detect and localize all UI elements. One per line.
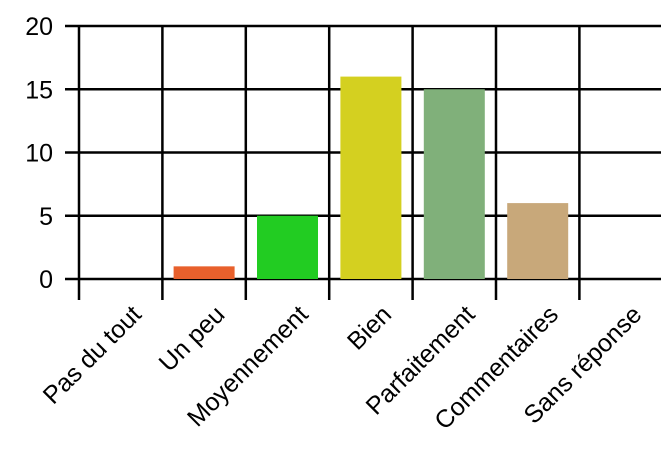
bar-5 xyxy=(507,203,569,279)
bar-1 xyxy=(173,266,235,279)
bar-4 xyxy=(423,89,485,279)
bar-3 xyxy=(340,76,402,279)
x-tick-label: Bien xyxy=(342,300,397,355)
y-tick-label: 0 xyxy=(39,266,53,294)
bars xyxy=(173,76,569,279)
y-axis-ticks: 0 5 10 15 20 xyxy=(25,13,53,294)
y-tick-label: 10 xyxy=(25,140,53,168)
y-tick-label: 20 xyxy=(25,13,53,41)
grid xyxy=(65,24,661,300)
bar-2 xyxy=(257,215,318,279)
y-tick-label: 5 xyxy=(39,203,53,231)
y-tick-label: 15 xyxy=(25,76,53,104)
x-tick-label: Un peu xyxy=(154,300,231,377)
x-tick-label: Pas du tout xyxy=(38,300,147,409)
